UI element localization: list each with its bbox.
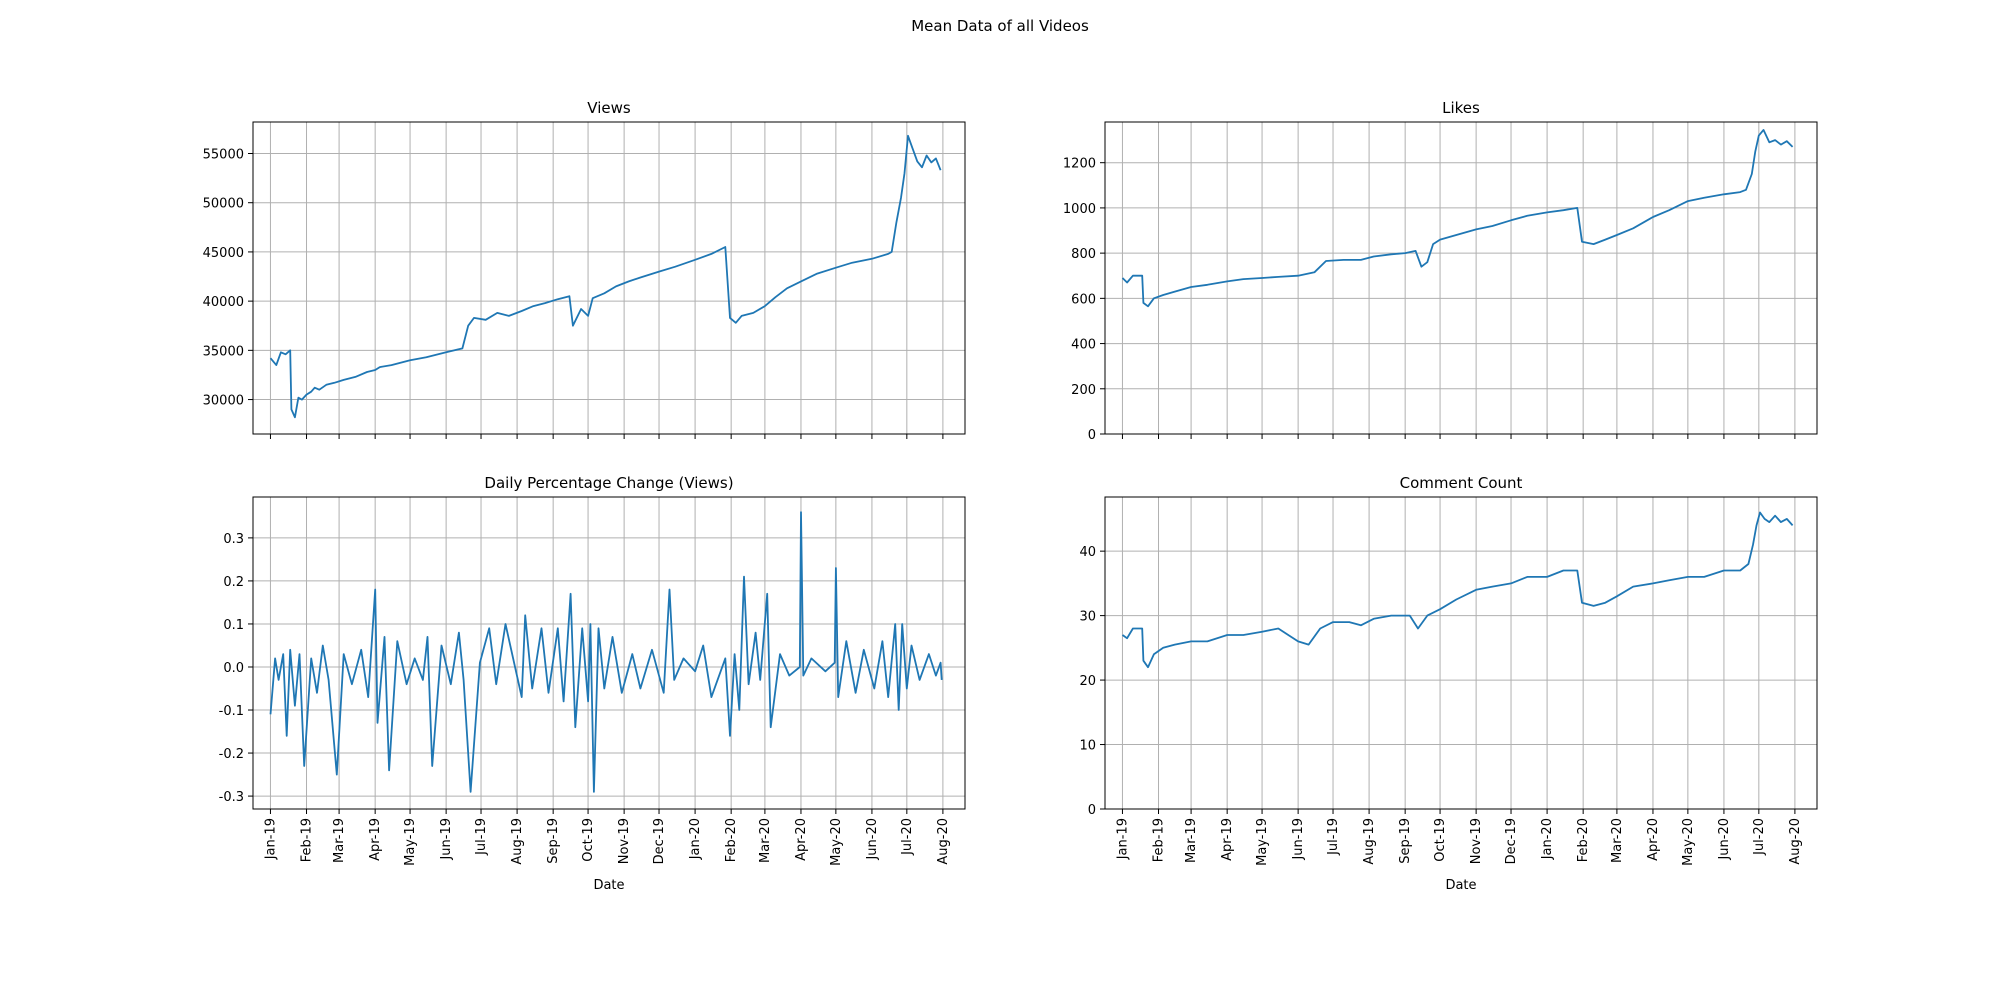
likes-series-line	[1121, 129, 1794, 308]
x-tick-label: Aug-20	[936, 818, 951, 865]
daily-change-axes-frame	[252, 496, 966, 810]
y-tick-label: 0	[1088, 428, 1096, 443]
y-tick-label: 400	[1071, 338, 1096, 353]
y-tick-label: 30	[1079, 610, 1096, 625]
y-tick-label: 55000	[203, 147, 244, 162]
x-tick-label: Jan-20	[688, 818, 703, 860]
y-tick-label: 1000	[1063, 202, 1096, 217]
x-tick-label: Feb-19	[300, 818, 315, 862]
x-tick-label: Feb-20	[724, 818, 739, 862]
x-tick-label: Apr-20	[1646, 818, 1661, 861]
x-tick-label: Sep-19	[1398, 818, 1413, 864]
x-tick-label: Aug-19	[510, 818, 525, 865]
x-tick-label: Jul-20	[1752, 818, 1767, 856]
y-tick-label: 35000	[203, 344, 244, 359]
figure-title: Mean Data of all Videos	[911, 17, 1089, 35]
y-tick-label: 20	[1079, 674, 1096, 689]
views-series-line	[269, 134, 942, 419]
subplots: 300003500040000450005000055000Views02004…	[203, 99, 1818, 893]
daily-change-chart: -0.3 -0.2 -0.1 0.0 0.1 0.2 0.3 Jan-19 Feb-19 Mar-…	[219, 474, 966, 893]
x-tick-label: Apr-19	[1220, 818, 1235, 861]
comment-count-chart: 0 10 20 30 40 Jan-19 Feb-19 Mar-19 Apr-19 May-19 J…	[1079, 474, 1818, 893]
x-tick-label: Nov-19	[1469, 818, 1484, 864]
x-tick-label: Jun-19	[1291, 818, 1306, 861]
likes-title: Likes	[1442, 99, 1480, 117]
x-tick-label: Oct-19	[1433, 818, 1448, 862]
x-tick-label: Sep-19	[546, 818, 561, 864]
x-tick-label: Aug-19	[1362, 818, 1377, 865]
x-tick-label: May-20	[1681, 818, 1696, 866]
y-tick-label: -0.2	[219, 747, 244, 762]
x-tick-label: Jan-19	[263, 818, 278, 860]
x-tick-label: Jun-20	[1717, 818, 1732, 861]
y-tick-label: 800	[1071, 247, 1096, 262]
x-tick-label: Mar-20	[758, 818, 773, 863]
y-tick-label: 600	[1071, 292, 1096, 307]
x-tick-label: Mar-20	[1610, 818, 1625, 863]
y-tick-label: 45000	[203, 246, 244, 261]
comment-count-series-line	[1121, 511, 1794, 669]
x-tick-label: Jul-19	[474, 818, 489, 856]
x-tick-label: Jul-19	[1326, 818, 1341, 856]
y-tick-label: 0.1	[223, 618, 244, 633]
x-tick-label: Feb-20	[1576, 818, 1591, 862]
x-tick-label: Apr-19	[368, 818, 383, 861]
x-tick-label: Jan-20	[1540, 818, 1555, 860]
comment-count-axes-frame	[1104, 496, 1818, 810]
x-tick-label: Feb-19	[1152, 818, 1167, 862]
y-tick-label: 1200	[1063, 157, 1096, 172]
daily-change-x-axis-label: Date	[593, 878, 624, 893]
y-tick-label: 30000	[203, 394, 244, 409]
likes-chart: 0 200 400 600 800 1000 1200 Likes	[1063, 99, 1818, 443]
x-tick-label: May-19	[403, 818, 418, 866]
x-tick-label: Oct-19	[581, 818, 596, 862]
views-chart: 30000 35000 40000 45000 50000 55000 Views	[203, 99, 966, 439]
y-tick-label: 0.2	[223, 575, 244, 590]
x-tick-label: May-20	[829, 818, 844, 866]
x-tick-label: Apr-20	[794, 818, 809, 861]
x-tick-label: Dec-19	[652, 818, 667, 864]
x-tick-label: Mar-19	[1184, 818, 1199, 863]
x-tick-label: Jun-20	[865, 818, 880, 861]
views-title: Views	[587, 99, 631, 117]
views-axes-frame	[252, 121, 966, 435]
x-tick-label: Nov-19	[617, 818, 632, 864]
x-tick-label: Mar-19	[332, 818, 347, 863]
x-tick-label: Jan-19	[1115, 818, 1130, 860]
y-tick-label: 40000	[203, 295, 244, 310]
comment-count-title: Comment Count	[1400, 474, 1523, 492]
x-tick-label: May-19	[1255, 818, 1270, 866]
x-tick-label: Jun-19	[439, 818, 454, 861]
y-tick-label: -0.3	[219, 790, 244, 805]
y-tick-label: -0.1	[219, 704, 244, 719]
daily-change-title: Daily Percentage Change (Views)	[484, 474, 733, 492]
x-tick-label: Dec-19	[1504, 818, 1519, 864]
y-tick-label: 200	[1071, 383, 1096, 398]
likes-axes-frame	[1104, 121, 1818, 435]
y-tick-label: 50000	[203, 197, 244, 212]
y-tick-label: 10	[1079, 739, 1096, 754]
y-tick-label: 0.0	[223, 661, 244, 676]
x-tick-label: Aug-20	[1788, 818, 1803, 865]
y-tick-label: 40	[1079, 545, 1096, 560]
daily-change-series-line	[269, 511, 943, 793]
y-tick-label: 0	[1088, 803, 1096, 818]
x-tick-label: Jul-20	[900, 818, 915, 856]
y-tick-label: 0.3	[223, 532, 244, 547]
comment-count-x-axis-label: Date	[1445, 878, 1476, 893]
